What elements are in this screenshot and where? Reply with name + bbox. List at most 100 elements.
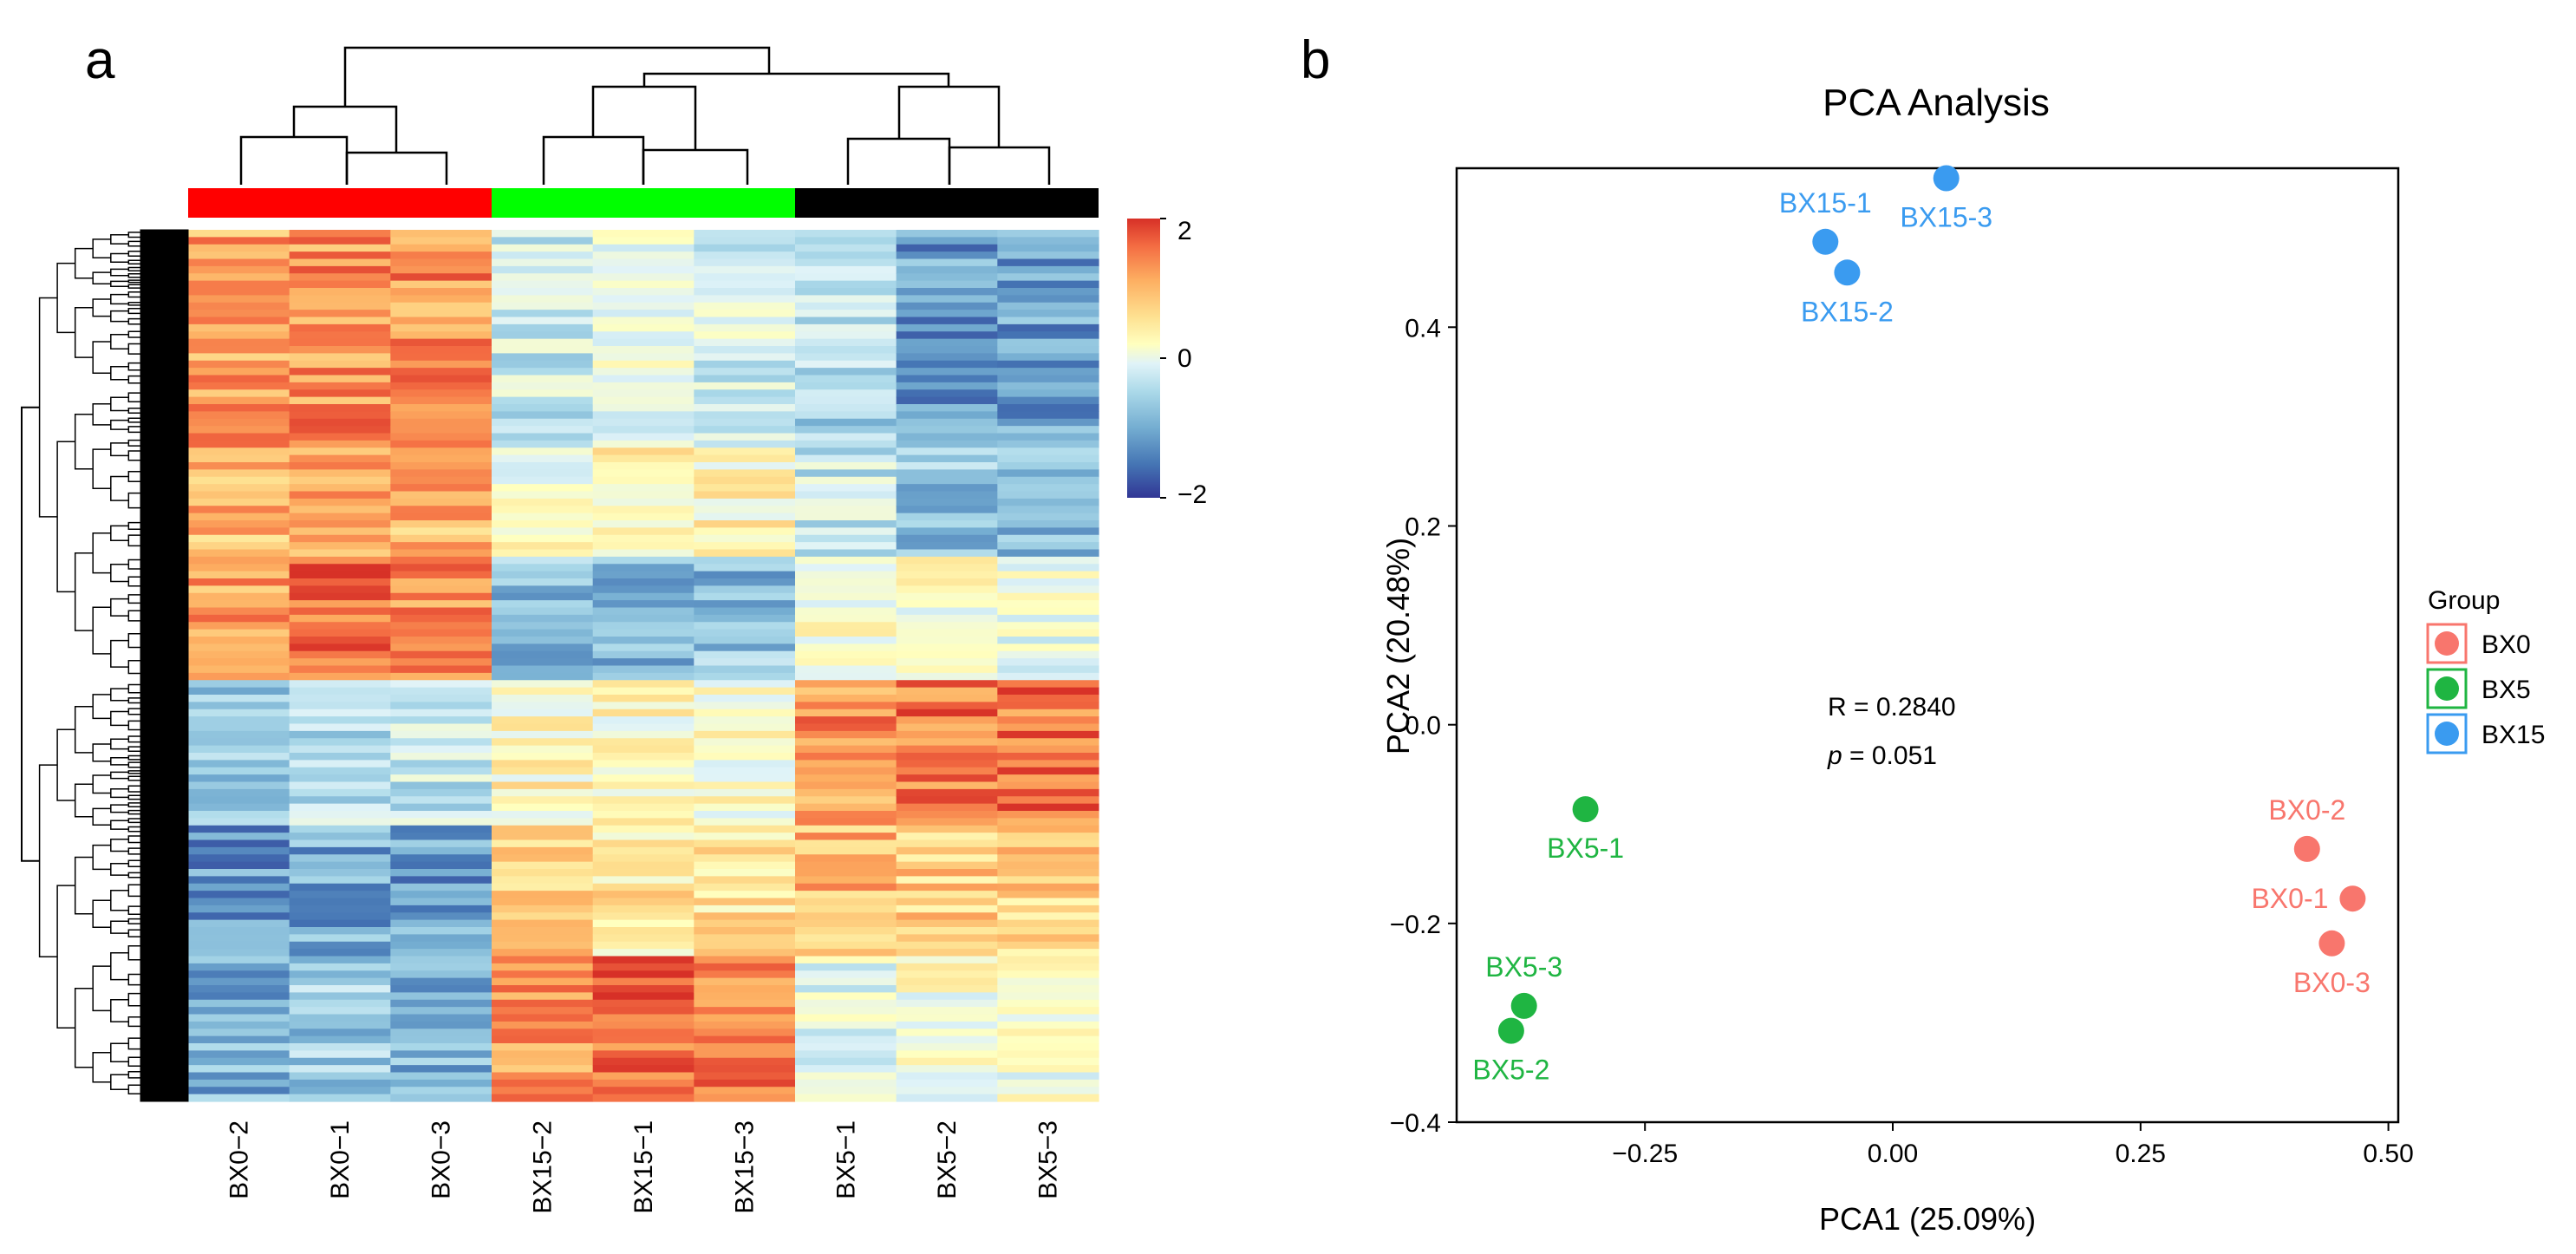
heatmap-cell bbox=[795, 389, 897, 398]
heatmap-cell bbox=[997, 680, 1099, 689]
heatmap-cell bbox=[188, 839, 290, 848]
column-label: BX5−3 bbox=[1034, 1120, 1063, 1199]
heatmap-cell bbox=[694, 498, 796, 506]
heatmap-cell bbox=[694, 404, 796, 412]
heatmap-cell bbox=[289, 331, 391, 340]
heatmap-cell bbox=[390, 818, 492, 826]
heatmap-cell bbox=[492, 404, 594, 412]
heatmap-cell bbox=[188, 977, 290, 986]
row-dendrogram-branch bbox=[110, 233, 129, 245]
heatmap-cell bbox=[694, 774, 796, 783]
heatmap-cell bbox=[795, 295, 897, 304]
point-bx15-1 bbox=[1812, 228, 1839, 255]
heatmap-cell bbox=[492, 927, 594, 935]
heatmap-cell bbox=[390, 607, 492, 616]
heatmap-cell bbox=[390, 433, 492, 441]
heatmap-cell bbox=[188, 520, 290, 528]
heatmap-cell bbox=[390, 506, 492, 514]
plot-frame bbox=[1455, 167, 2400, 1124]
heatmap-cell bbox=[390, 310, 492, 318]
heatmap-cell bbox=[390, 854, 492, 863]
heatmap-cell bbox=[694, 702, 796, 710]
heatmap-cell bbox=[896, 658, 998, 667]
heatmap-cell bbox=[188, 680, 290, 689]
heatmap-cell bbox=[289, 578, 391, 586]
heatmap-cell bbox=[188, 665, 290, 674]
heatmap-cell bbox=[592, 992, 695, 1001]
heatmap-cell bbox=[390, 760, 492, 768]
heatmap-cell bbox=[997, 781, 1099, 790]
heatmap-cell bbox=[896, 941, 998, 950]
x-axis-title: PCA1 (25.09%) bbox=[1819, 1201, 2036, 1237]
heatmap-cell bbox=[896, 1079, 998, 1087]
heatmap-cell bbox=[289, 600, 391, 609]
heatmap-cell bbox=[896, 934, 998, 943]
heatmap-cell bbox=[492, 1072, 594, 1081]
heatmap-cell bbox=[390, 788, 492, 797]
heatmap-cell bbox=[896, 469, 998, 478]
heatmap-cell bbox=[795, 905, 897, 913]
heatmap-cell bbox=[492, 730, 594, 739]
heatmap-cell bbox=[997, 985, 1099, 993]
heatmap-cell bbox=[289, 469, 391, 478]
row-dendrogram-branch bbox=[92, 403, 111, 426]
heatmap-cell bbox=[795, 1007, 897, 1016]
heatmap-cell bbox=[289, 912, 391, 921]
heatmap-cell bbox=[795, 368, 897, 376]
heatmap-cell bbox=[997, 1094, 1099, 1102]
heatmap-cell bbox=[390, 833, 492, 841]
heatmap-cell bbox=[289, 476, 391, 485]
heatmap-cell bbox=[492, 302, 594, 310]
row-dendrogram-branch bbox=[110, 639, 129, 668]
heatmap-cell bbox=[390, 426, 492, 434]
heatmap-cell bbox=[492, 774, 594, 783]
heatmap-cell bbox=[390, 1029, 492, 1037]
heatmap-cell bbox=[492, 833, 594, 841]
heatmap-cell bbox=[896, 622, 998, 630]
row-dendrogram-branch bbox=[110, 998, 129, 1022]
heatmap-cell bbox=[492, 1050, 594, 1059]
heatmap-cell bbox=[592, 912, 695, 921]
heatmap-cell bbox=[390, 905, 492, 913]
heatmap-cell bbox=[188, 1057, 290, 1066]
color-scale-ticks: 2 0 −2 bbox=[1160, 217, 1207, 509]
heatmap-cell bbox=[795, 323, 897, 332]
heatmap-cell bbox=[390, 244, 492, 252]
heatmap-cell bbox=[289, 317, 391, 325]
heatmap-cell bbox=[997, 295, 1099, 304]
heatmap-cell bbox=[289, 1043, 391, 1051]
heatmap-cell bbox=[592, 876, 695, 885]
point-bx5-1 bbox=[1572, 796, 1599, 823]
heatmap-cell bbox=[592, 578, 695, 586]
heatmap-cell bbox=[592, 927, 695, 935]
heatmap-cell bbox=[492, 650, 594, 659]
point-label-bx0-1: BX0-1 bbox=[2251, 883, 2328, 914]
heatmap-cell bbox=[896, 600, 998, 609]
row-dendrogram-branch bbox=[92, 298, 111, 317]
heatmap-cell bbox=[289, 1050, 391, 1059]
row-dendrogram-branch bbox=[56, 728, 75, 801]
heatmap-cell bbox=[390, 1079, 492, 1087]
heatmap-cell bbox=[795, 672, 897, 681]
heatmap-cell bbox=[390, 745, 492, 754]
heatmap-cell bbox=[390, 411, 492, 420]
heatmap-cell bbox=[188, 338, 290, 347]
heatmap-cell bbox=[795, 680, 897, 689]
heatmap-cell bbox=[289, 702, 391, 710]
heatmap-cell bbox=[188, 375, 290, 383]
row-dendrogram-branch bbox=[92, 899, 111, 928]
heatmap-cell bbox=[896, 643, 998, 652]
heatmap-cell bbox=[997, 934, 1099, 943]
row-dendrogram-branch bbox=[56, 262, 75, 334]
heatmap-cell bbox=[694, 389, 796, 398]
heatmap-cell bbox=[492, 237, 594, 245]
heatmap-cell bbox=[592, 716, 695, 725]
heatmap-cell bbox=[289, 774, 391, 783]
heatmap-cell bbox=[289, 1014, 391, 1022]
heatmap-cell bbox=[390, 513, 492, 521]
heatmap-cell bbox=[896, 1094, 998, 1102]
heatmap-cell bbox=[289, 447, 391, 456]
heatmap-cell bbox=[289, 389, 391, 398]
heatmap-cell bbox=[795, 992, 897, 1001]
heatmap-cell bbox=[592, 788, 695, 797]
